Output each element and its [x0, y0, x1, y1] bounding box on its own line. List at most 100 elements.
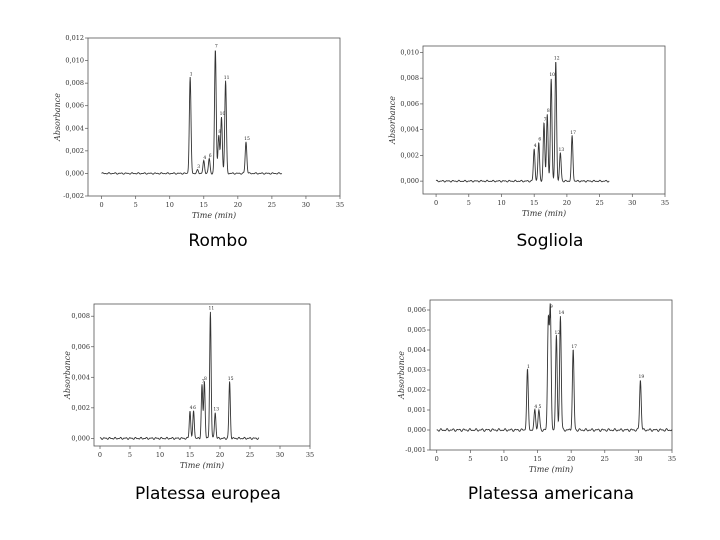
y-tick-label: 0,002: [71, 404, 90, 412]
x-tick-label: 25: [268, 201, 276, 209]
peak-label: 8: [218, 129, 221, 135]
y-tick-label: 0,004: [407, 346, 426, 354]
peak-label: 7: [215, 43, 218, 49]
x-tick-label: 0: [98, 451, 102, 459]
x-tick-label: 10: [166, 201, 174, 209]
x-tick-label: 15: [186, 451, 194, 459]
peak-label: 17: [570, 130, 576, 136]
peak-label: 5: [538, 404, 541, 410]
x-axis-label: Time (min): [192, 211, 236, 220]
peak-label: 4: [203, 155, 206, 161]
y-tick-label: 0,000: [71, 434, 90, 442]
peak-label: 6: [538, 137, 541, 143]
y-axis-label: Absorbance: [53, 93, 62, 142]
chromatogram-trace: [436, 303, 673, 432]
peak-label: 11: [224, 75, 230, 81]
y-tick-label: 0,002: [407, 386, 426, 394]
x-tick-label: 5: [134, 201, 138, 209]
x-tick-label: 35: [306, 451, 314, 459]
x-tick-label: 20: [216, 451, 224, 459]
x-tick-label: 25: [601, 455, 609, 463]
y-tick-label: 0,006: [65, 102, 84, 110]
y-tick-label: 0,000: [400, 177, 419, 185]
y-tick-label: -0,002: [63, 192, 84, 200]
chromatogram-platessa-europea: 0 5 10 15 20 25 30 35 0,000 0,002 0,004 0,006 0,008 T…: [58, 296, 318, 474]
x-tick-label: 5: [128, 451, 132, 459]
peak-label: 6: [193, 405, 196, 411]
peak-label: 3: [197, 164, 200, 170]
x-tick-label: 5: [468, 455, 472, 463]
x-tick-label: 0: [100, 201, 104, 209]
y-tick-label: 0,010: [65, 57, 84, 65]
peak-label: 9: [550, 304, 553, 310]
plot-frame: [429, 299, 673, 451]
peak-label: 10: [220, 111, 226, 117]
peak-label: 8: [547, 108, 550, 114]
peak-label: 19: [639, 374, 645, 380]
plot-frame: [422, 45, 666, 195]
chromatogram-sogliola-svg: 0 5 10 15 20 25 30 35 0,000 0,002 0,004 0,006 0,008 0…: [388, 45, 669, 218]
peak-label: 8: [548, 314, 551, 320]
y-tick-label: 0,008: [400, 74, 419, 82]
x-tick-label: 10: [500, 455, 508, 463]
y-tick-label: 0,000: [65, 169, 84, 177]
y-axis-label: Absorbance: [388, 96, 397, 145]
peak-label: 4: [534, 404, 537, 410]
x-tick-label: 10: [497, 199, 505, 207]
plot-frame: [93, 303, 311, 447]
peak-label: 4: [190, 405, 193, 411]
peak-label: 15: [244, 136, 250, 142]
peak-label: 12: [554, 55, 560, 61]
y-tick-label: 0,004: [71, 373, 90, 381]
x-tick-label: 25: [246, 451, 254, 459]
x-axis-label: Time (min): [522, 209, 566, 218]
y-tick-label: 0,002: [65, 147, 84, 155]
y-axis-label: Absorbance: [397, 351, 406, 400]
caption-platessa-europea: Platessa europea: [135, 484, 281, 504]
y-tick-label: 0,005: [407, 326, 426, 334]
peak-label: 11: [209, 306, 215, 312]
peak-label: 1: [527, 364, 530, 370]
x-tick-label: 35: [668, 455, 676, 463]
chromatogram-platessa-europea-svg: 0 5 10 15 20 25 30 35 0,000 0,002 0,004 0,006 0,008 T…: [63, 303, 314, 470]
caption-rombo: Rombo: [188, 231, 248, 251]
chromatogram-platessa-americana-svg: 0 5 10 15 20 25 30 35-0,0010,0000,0010,0020,003…: [397, 299, 676, 474]
chromatogram-trace: [435, 62, 610, 183]
peak-label: 13: [213, 406, 219, 412]
peak-label: 1: [190, 72, 193, 78]
peak-label: 15: [228, 376, 234, 382]
chromatogram-sogliola: 0 5 10 15 20 25 30 35 0,000 0,002 0,004 0,006 0,008 0…: [383, 36, 673, 226]
peak-label: 7: [202, 379, 205, 385]
x-tick-label: 20: [563, 199, 571, 207]
x-tick-label: 30: [628, 199, 636, 207]
peak-label: 10: [549, 72, 555, 78]
x-axis-label: Time (min): [180, 461, 224, 470]
y-tick-label: 0,006: [71, 343, 90, 351]
peak-label: 14: [559, 310, 565, 316]
y-tick-label: 0,002: [400, 151, 419, 159]
y-tick-label: -0,001: [405, 446, 426, 454]
y-tick-label: 0,006: [400, 100, 419, 108]
x-tick-label: 10: [156, 451, 164, 459]
x-tick-label: 15: [200, 201, 208, 209]
x-tick-label: 25: [595, 199, 603, 207]
y-tick-label: 0,004: [65, 124, 84, 132]
peak-label: 17: [571, 344, 577, 350]
y-tick-label: 0,008: [71, 312, 90, 320]
y-tick-label: 0,008: [65, 79, 84, 87]
y-tick-label: 0,000: [407, 426, 426, 434]
peak-label: 4: [534, 143, 537, 149]
x-tick-label: 20: [567, 455, 575, 463]
x-tick-label: 35: [336, 201, 344, 209]
caption-sogliola: Sogliola: [516, 231, 584, 251]
x-tick-label: 35: [661, 199, 669, 207]
y-tick-label: 0,012: [65, 34, 84, 42]
y-tick-label: 0,001: [407, 406, 426, 414]
chromatogram-platessa-americana: 0 5 10 15 20 25 30 35 -0,001 0,000 0,001 0,002 0,003…: [392, 292, 680, 476]
x-tick-label: 30: [276, 451, 284, 459]
chromatogram-rombo: 0 5 10 15 20 25 30 35 -0,002 0,000 0,002 0,004 0,006…: [48, 28, 348, 228]
x-tick-label: 0: [434, 199, 438, 207]
y-tick-label: 0,010: [400, 48, 419, 56]
caption-platessa-americana: Platessa americana: [467, 484, 635, 504]
y-tick-label: 0,004: [400, 126, 419, 134]
